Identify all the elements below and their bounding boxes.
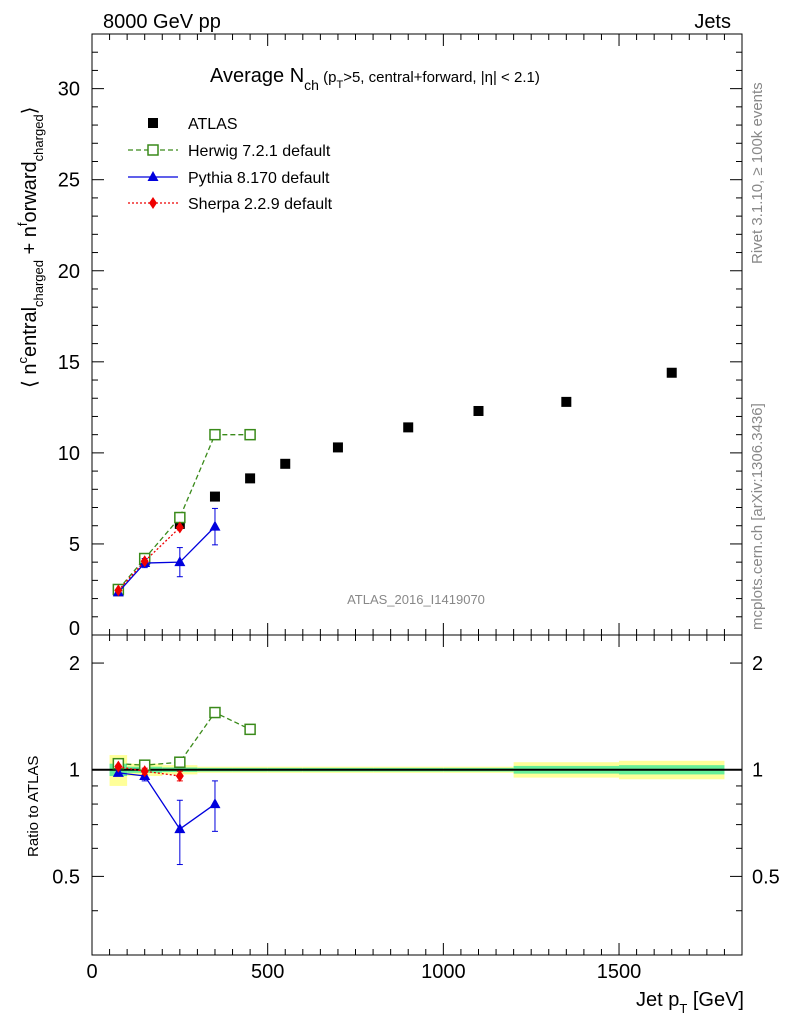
data-point: [244, 428, 256, 441]
mcplots-label: mcplots.cern.ch [arXiv:1306.3436]: [749, 403, 766, 630]
legend: ATLAS Herwig 7.2.1 default Pythia 8.170 de…: [128, 116, 333, 213]
ratio-y-tick-label: 2: [69, 653, 80, 675]
plot-title: Average Nch (pT>5, central+forward, |η| …: [210, 65, 540, 93]
ratio-y-tick-label: 1: [69, 760, 80, 782]
legend-label: ATLAS: [188, 116, 238, 133]
ratio-y-tick-label-right: 0.5: [752, 866, 780, 888]
data-point: [245, 473, 256, 484]
rivet-label: Rivet 3.1.10, ≥ 100k events: [749, 82, 766, 264]
series-line: [117, 434, 251, 590]
ratio-y-tick-label-right: 2: [752, 653, 763, 675]
data-series: [112, 367, 677, 866]
ratio-series-line: [118, 711, 251, 766]
header-energy: 8000 GeV pp: [103, 11, 221, 33]
header-category: Jets: [694, 11, 731, 33]
data-point: [140, 765, 149, 778]
data-point: [174, 556, 186, 567]
data-point: [147, 171, 159, 181]
data-point: [149, 197, 157, 209]
y-tick-label: 15: [58, 352, 80, 374]
x-tick-label: 500: [251, 961, 284, 983]
series-2: [112, 507, 221, 866]
y-tick-label: 30: [58, 79, 80, 101]
data-point: [114, 760, 123, 773]
series-1: [112, 428, 256, 771]
legend-label: Herwig 7.2.1 default: [188, 143, 331, 160]
legend-label: Sherpa 2.2.9 default: [188, 196, 333, 213]
data-point: [403, 422, 414, 433]
data-point: [174, 756, 186, 768]
y-tick-label: 0: [69, 618, 80, 640]
series-line: [117, 526, 216, 593]
data-point: [209, 491, 220, 502]
axes: 0 500 1000 1500 0 5 10 15 20 25 30 0.5 0.5 1 1 2 2: [52, 33, 780, 983]
data-point: [140, 555, 149, 568]
data-point: [244, 723, 256, 736]
data-point: [209, 428, 221, 441]
data-point: [148, 118, 158, 128]
y-tick-label: 10: [58, 443, 80, 465]
y-axis-label: ⟨ ncentralcharged + nforwardcharged⟩: [15, 107, 46, 388]
series-3: [114, 521, 184, 783]
series-0: [113, 367, 677, 597]
data-point: [473, 405, 484, 416]
data-point: [175, 521, 184, 534]
data-point: [561, 396, 572, 407]
analysis-watermark: ATLAS_2016_I1419070: [347, 592, 485, 607]
ratio-y-tick-label: 0.5: [52, 866, 80, 888]
y-tick-label: 5: [69, 534, 80, 556]
series-line: [117, 527, 181, 591]
data-point: [209, 520, 221, 531]
data-point: [209, 706, 221, 719]
data-point: [174, 511, 186, 524]
svg-text:⟨ ncentralcharged + nforwardch: ⟨ ncentralcharged + nforwardcharged⟩: [15, 107, 46, 388]
data-point: [666, 367, 677, 378]
x-tick-label: 1500: [597, 961, 642, 983]
ratio-y-tick-label-right: 1: [752, 760, 763, 782]
data-point: [280, 458, 291, 469]
ratio-uncertainty-bands: [92, 755, 742, 786]
ratio-panel-frame: [91, 634, 743, 956]
data-point: [147, 144, 159, 156]
ratio-series-line: [118, 772, 216, 830]
ratio-y-axis-label: Ratio to ATLAS: [25, 756, 42, 857]
data-point: [114, 584, 123, 597]
data-point: [209, 798, 221, 809]
ratio-series-line: [118, 766, 180, 777]
data-point: [174, 823, 186, 834]
y-tick-label: 20: [58, 261, 80, 283]
x-tick-label: 1000: [421, 961, 466, 983]
data-point: [332, 442, 343, 453]
x-tick-label: 0: [86, 961, 97, 983]
legend-label: Pythia 8.170 default: [188, 170, 330, 187]
x-axis-label: Jet pT [GeV]: [636, 989, 744, 1016]
data-point: [175, 770, 184, 783]
y-tick-label: 25: [58, 170, 80, 192]
